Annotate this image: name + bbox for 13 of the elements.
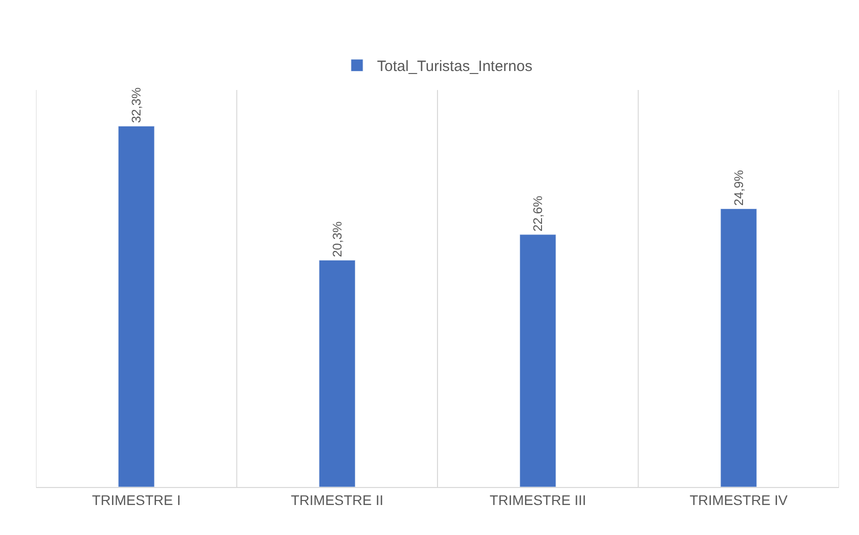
bar bbox=[720, 208, 757, 487]
legend-label: Total_Turistas_Internos bbox=[377, 58, 532, 76]
bar bbox=[118, 126, 155, 487]
data-label: 32,3% bbox=[130, 87, 144, 124]
data-label: 24,9% bbox=[732, 170, 746, 206]
data-label: 20,3% bbox=[330, 221, 344, 258]
bar bbox=[318, 260, 356, 487]
x-tick-label: TRIMESTRE I bbox=[92, 492, 181, 508]
bar bbox=[520, 234, 556, 487]
data-label: 22,6% bbox=[531, 196, 546, 232]
x-tick-label: TRIMESTRE II bbox=[290, 492, 384, 508]
x-tick-label: TRIMESTRE III bbox=[490, 492, 586, 508]
x-tick-label: TRIMESTRE IV bbox=[690, 492, 788, 508]
